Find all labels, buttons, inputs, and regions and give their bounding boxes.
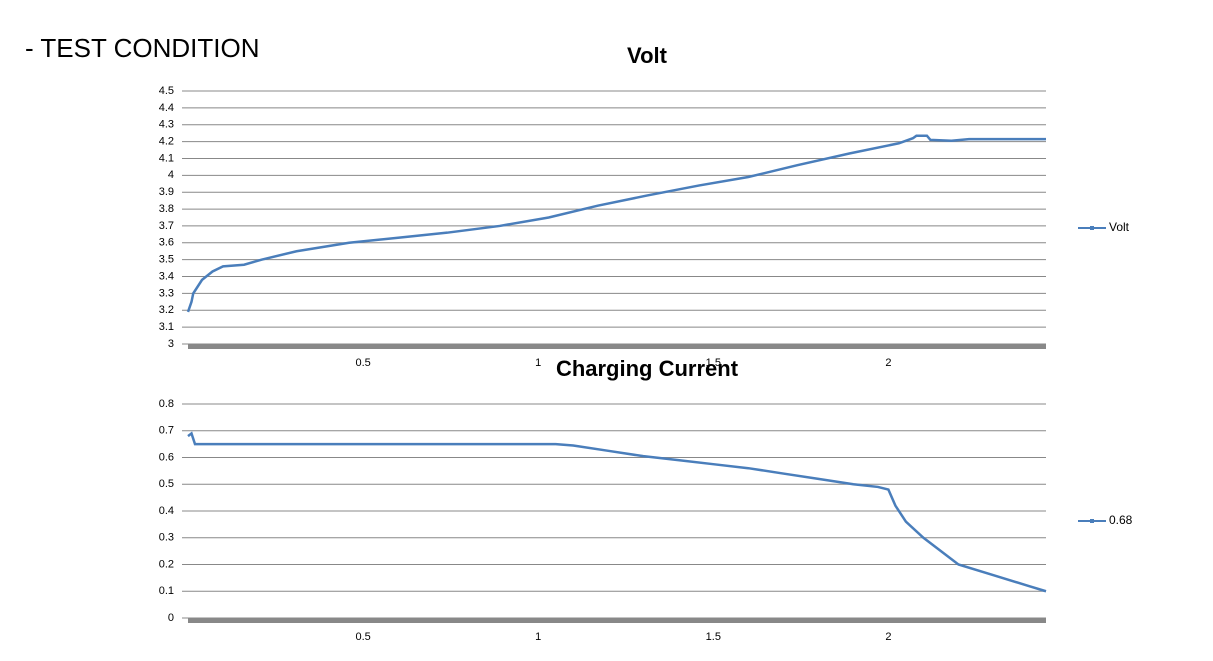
y-tick-label: 0.5 xyxy=(159,478,174,490)
x-axis xyxy=(188,344,1046,349)
y-tick-label: 4.5 xyxy=(159,85,174,97)
y-tick-label: 4.1 xyxy=(159,152,174,164)
y-tick-label: 3.8 xyxy=(159,203,174,215)
y-tick-label: 3.4 xyxy=(159,270,174,282)
y-tick-label: 3.1 xyxy=(159,321,174,333)
x-axis xyxy=(188,618,1046,623)
chart-title: Charging Current xyxy=(556,356,739,381)
y-tick-label: 0.7 xyxy=(159,425,174,437)
y-tick-label: 3.5 xyxy=(159,254,174,266)
y-tick-label: 3.6 xyxy=(159,237,174,249)
y-tick-label: 0.3 xyxy=(159,532,174,544)
data-line xyxy=(187,431,1047,593)
y-tick-label: 4.3 xyxy=(159,119,174,131)
y-tick-label: 0.1 xyxy=(159,585,174,597)
legend-marker xyxy=(1090,519,1094,523)
y-tick-label: 0 xyxy=(168,612,174,624)
legend-label: 0.68 xyxy=(1109,513,1133,527)
x-tick-label: 1.5 xyxy=(706,357,721,369)
legend-label: Volt xyxy=(1109,220,1130,234)
y-tick-label: 0.4 xyxy=(159,505,174,517)
y-tick-label: 3 xyxy=(168,338,174,350)
x-tick-label: 0.5 xyxy=(355,357,370,369)
y-tick-label: 4.4 xyxy=(159,102,174,114)
y-tick-label: 4.2 xyxy=(159,136,174,148)
x-tick-label: 2 xyxy=(885,357,891,369)
y-tick-label: 0.8 xyxy=(159,398,174,410)
y-tick-label: 3.7 xyxy=(159,220,174,232)
y-tick-label: 3.2 xyxy=(159,304,174,316)
legend-marker xyxy=(1090,226,1094,230)
x-tick-label: 1 xyxy=(535,357,541,369)
heading: - TEST CONDITION xyxy=(25,33,260,63)
y-tick-label: 3.3 xyxy=(159,287,174,299)
chart-title: Volt xyxy=(627,43,668,68)
x-tick-label: 1 xyxy=(535,631,541,643)
y-tick-label: 3.9 xyxy=(159,186,174,198)
y-tick-label: 0.2 xyxy=(159,558,174,570)
x-tick-label: 2 xyxy=(885,631,891,643)
y-tick-label: 4 xyxy=(168,169,174,181)
x-tick-label: 1.5 xyxy=(706,631,721,643)
y-tick-label: 0.6 xyxy=(159,451,174,463)
data-line xyxy=(186,134,1046,313)
x-tick-label: 0.5 xyxy=(355,631,370,643)
